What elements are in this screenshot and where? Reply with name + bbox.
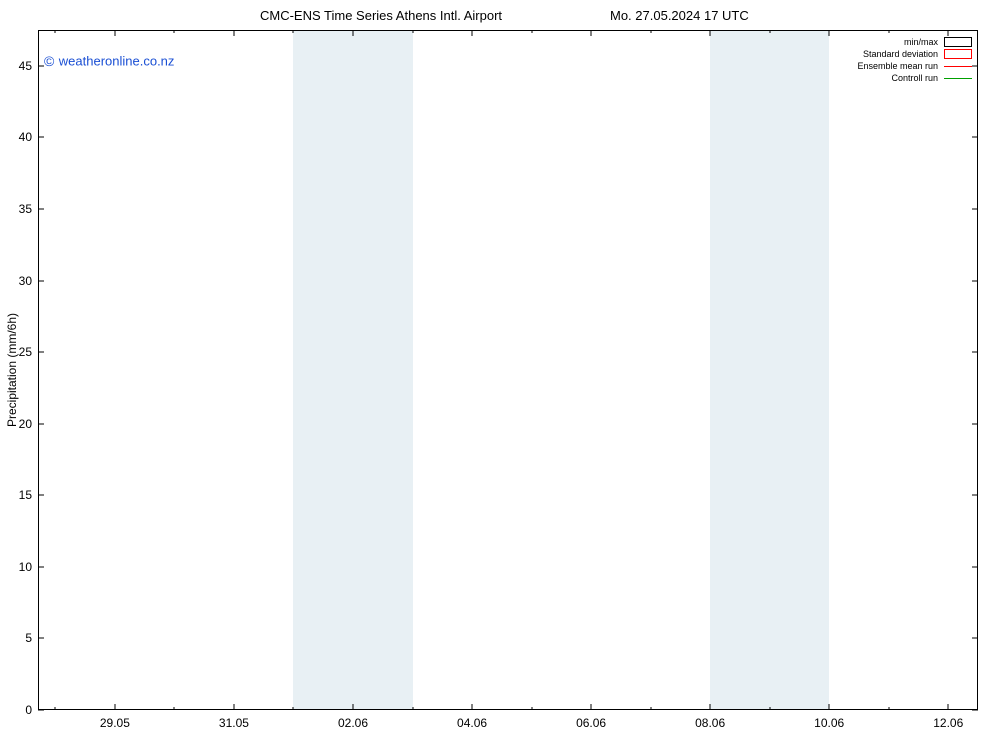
x-tick-label: 08.06	[695, 710, 725, 730]
legend-item: Ensemble mean run	[857, 60, 972, 72]
x-tick-mark	[114, 704, 115, 710]
x-tick-mark	[710, 30, 711, 36]
plot-area: © weatheronline.co.nz min/maxStandard de…	[38, 30, 978, 710]
x-tick-mark	[472, 704, 473, 710]
x-tick-label: 12.06	[933, 710, 963, 730]
chart-title-right: Mo. 27.05.2024 17 UTC	[610, 8, 749, 23]
x-minor-tick	[55, 30, 56, 33]
x-tick-label: 02.06	[338, 710, 368, 730]
x-minor-tick	[174, 30, 175, 33]
y-tick-label: 0	[25, 703, 38, 717]
x-tick-mark	[233, 704, 234, 710]
y-tick-mark	[38, 280, 44, 281]
x-minor-tick	[55, 707, 56, 710]
watermark-text: weatheronline.co.nz	[59, 53, 175, 68]
y-tick-label: 15	[19, 488, 38, 502]
y-axis-label: Precipitation (mm/6h)	[5, 313, 19, 427]
y-tick-mark	[38, 710, 44, 711]
y-tick-label: 10	[19, 560, 38, 574]
y-tick-mark	[972, 638, 978, 639]
precipitation-chart: CMC-ENS Time Series Athens Intl. Airport…	[0, 0, 1000, 733]
y-tick-mark	[38, 638, 44, 639]
x-tick-mark	[829, 704, 830, 710]
y-tick-label: 45	[19, 59, 38, 73]
x-minor-tick	[769, 30, 770, 33]
y-tick-label: 5	[25, 631, 38, 645]
x-tick-mark	[948, 704, 949, 710]
y-tick-mark	[972, 65, 978, 66]
legend-label: min/max	[904, 36, 938, 48]
x-tick-label: 29.05	[100, 710, 130, 730]
legend-label: Standard deviation	[863, 48, 938, 60]
y-tick-mark	[972, 137, 978, 138]
y-tick-label: 20	[19, 417, 38, 431]
x-tick-mark	[591, 30, 592, 36]
y-tick-label: 25	[19, 345, 38, 359]
x-tick-label: 06.06	[576, 710, 606, 730]
x-tick-mark	[472, 30, 473, 36]
copyright-icon: ©	[44, 53, 54, 69]
x-minor-tick	[293, 707, 294, 710]
x-minor-tick	[650, 707, 651, 710]
x-minor-tick	[888, 707, 889, 710]
y-tick-label: 35	[19, 202, 38, 216]
y-tick-mark	[38, 566, 44, 567]
legend-item: Controll run	[857, 72, 972, 84]
x-minor-tick	[531, 707, 532, 710]
legend-label: Ensemble mean run	[857, 60, 938, 72]
y-tick-label: 30	[19, 274, 38, 288]
y-tick-mark	[38, 423, 44, 424]
y-tick-mark	[972, 495, 978, 496]
y-tick-mark	[972, 352, 978, 353]
weekend-band	[710, 30, 770, 710]
y-tick-mark	[38, 352, 44, 353]
y-tick-mark	[38, 65, 44, 66]
x-minor-tick	[293, 30, 294, 33]
x-minor-tick	[650, 30, 651, 33]
y-tick-mark	[972, 280, 978, 281]
x-tick-mark	[233, 30, 234, 36]
x-tick-mark	[114, 30, 115, 36]
x-minor-tick	[412, 707, 413, 710]
weekend-band	[770, 30, 830, 710]
x-minor-tick	[174, 707, 175, 710]
x-tick-mark	[710, 704, 711, 710]
weekend-band	[293, 30, 353, 710]
legend-line	[944, 66, 972, 67]
y-tick-label: 40	[19, 130, 38, 144]
y-tick-mark	[972, 710, 978, 711]
legend-item: min/max	[857, 36, 972, 48]
y-tick-mark	[38, 208, 44, 209]
x-tick-mark	[353, 30, 354, 36]
y-tick-mark	[972, 423, 978, 424]
x-minor-tick	[888, 30, 889, 33]
y-tick-mark	[38, 137, 44, 138]
x-tick-mark	[829, 30, 830, 36]
weekend-band	[353, 30, 413, 710]
x-minor-tick	[531, 30, 532, 33]
legend-swatch	[944, 49, 972, 59]
x-tick-label: 04.06	[457, 710, 487, 730]
y-tick-mark	[38, 495, 44, 496]
plot-border	[38, 30, 978, 710]
y-tick-mark	[972, 208, 978, 209]
legend-label: Controll run	[891, 72, 938, 84]
legend: min/maxStandard deviationEnsemble mean r…	[857, 36, 972, 84]
y-tick-mark	[972, 566, 978, 567]
x-tick-mark	[591, 704, 592, 710]
legend-swatch	[944, 37, 972, 47]
x-tick-label: 10.06	[814, 710, 844, 730]
chart-title-left: CMC-ENS Time Series Athens Intl. Airport	[260, 8, 502, 23]
x-minor-tick	[412, 30, 413, 33]
x-minor-tick	[769, 707, 770, 710]
x-tick-label: 31.05	[219, 710, 249, 730]
legend-line	[944, 78, 972, 79]
legend-item: Standard deviation	[857, 48, 972, 60]
x-tick-mark	[353, 704, 354, 710]
watermark: © weatheronline.co.nz	[44, 52, 174, 70]
